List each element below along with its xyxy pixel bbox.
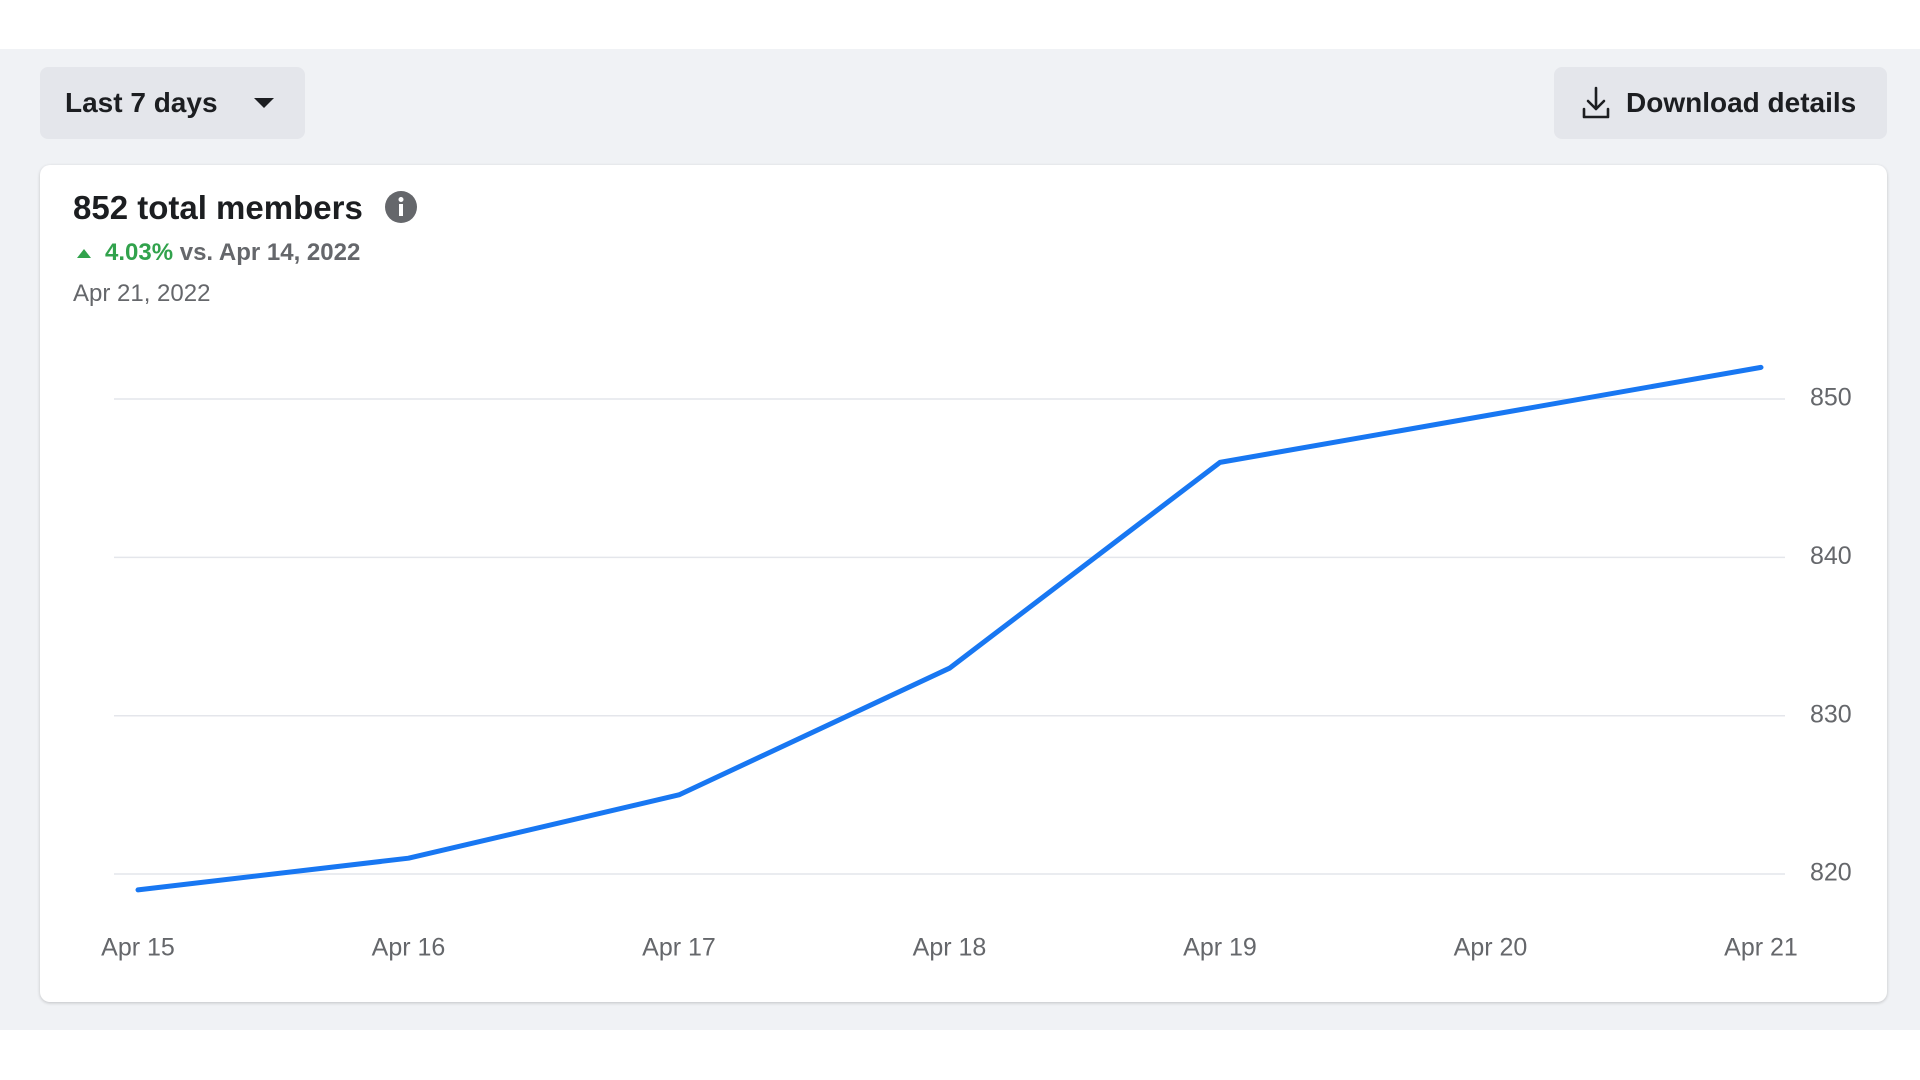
title-text: 852 total members	[73, 189, 363, 226]
x-tick-label: Apr 15	[101, 934, 175, 962]
data-line	[135, 364, 1764, 893]
range-dropdown[interactable]: Last 7 days	[40, 67, 305, 139]
range-label: Last 7 days	[65, 87, 218, 118]
comparison: vs. Apr 14, 2022	[179, 239, 361, 266]
summary-title: 852 total members	[73, 189, 418, 227]
info-icon[interactable]	[384, 190, 418, 224]
y-tick-label: 820	[1810, 859, 1852, 887]
x-tick-label: Apr 17	[642, 934, 716, 962]
x-tick-label: Apr 16	[372, 934, 446, 962]
x-tick-label: Apr 19	[1183, 934, 1257, 962]
y-tick-label: 840	[1810, 542, 1852, 570]
download-icon	[1582, 86, 1610, 119]
date: Apr 21, 2022	[73, 280, 211, 307]
download-label: Download details	[1626, 87, 1857, 118]
card: 852 total members 4.03% vs. Apr 14, 2022…	[40, 165, 1887, 1002]
change-row: 4.03% vs. Apr 14, 2022	[75, 239, 360, 267]
x-tick-label: Apr 21	[1724, 934, 1798, 962]
x-tick-label: Apr 18	[913, 934, 987, 962]
y-tick-label: 850	[1810, 384, 1852, 412]
up-arrow	[77, 249, 91, 258]
change-value: 4.03%	[105, 239, 174, 266]
y-tick-label: 830	[1810, 700, 1852, 728]
caret	[253, 98, 274, 108]
download-button[interactable]: Download details	[1554, 67, 1887, 139]
x-tick-label: Apr 20	[1454, 934, 1528, 962]
